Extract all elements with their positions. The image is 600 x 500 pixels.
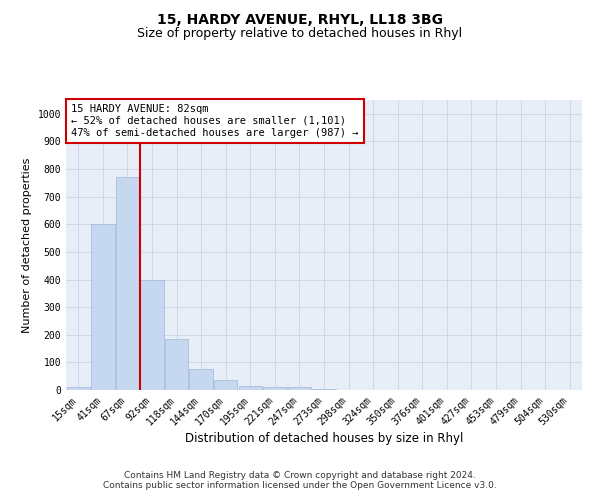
Bar	[313, 388, 335, 390]
Bar	[190, 370, 213, 390]
Bar	[116, 178, 139, 390]
Bar	[67, 386, 90, 390]
Text: 15, HARDY AVENUE, RHYL, LL18 3BG: 15, HARDY AVENUE, RHYL, LL18 3BG	[157, 12, 443, 26]
Text: Contains HM Land Registry data © Crown copyright and database right 2024.
Contai: Contains HM Land Registry data © Crown c…	[103, 470, 497, 490]
Y-axis label: Number of detached properties: Number of detached properties	[22, 158, 32, 332]
Text: 15 HARDY AVENUE: 82sqm
← 52% of detached houses are smaller (1,101)
47% of semi-: 15 HARDY AVENUE: 82sqm ← 52% of detached…	[71, 104, 359, 138]
Bar	[91, 224, 115, 390]
X-axis label: Distribution of detached houses by size in Rhyl: Distribution of detached houses by size …	[185, 432, 463, 446]
Bar	[165, 339, 188, 390]
Bar	[263, 387, 287, 390]
Bar	[214, 380, 238, 390]
Text: Size of property relative to detached houses in Rhyl: Size of property relative to detached ho…	[137, 28, 463, 40]
Bar	[288, 387, 311, 390]
Bar	[140, 280, 164, 390]
Bar	[239, 386, 262, 390]
